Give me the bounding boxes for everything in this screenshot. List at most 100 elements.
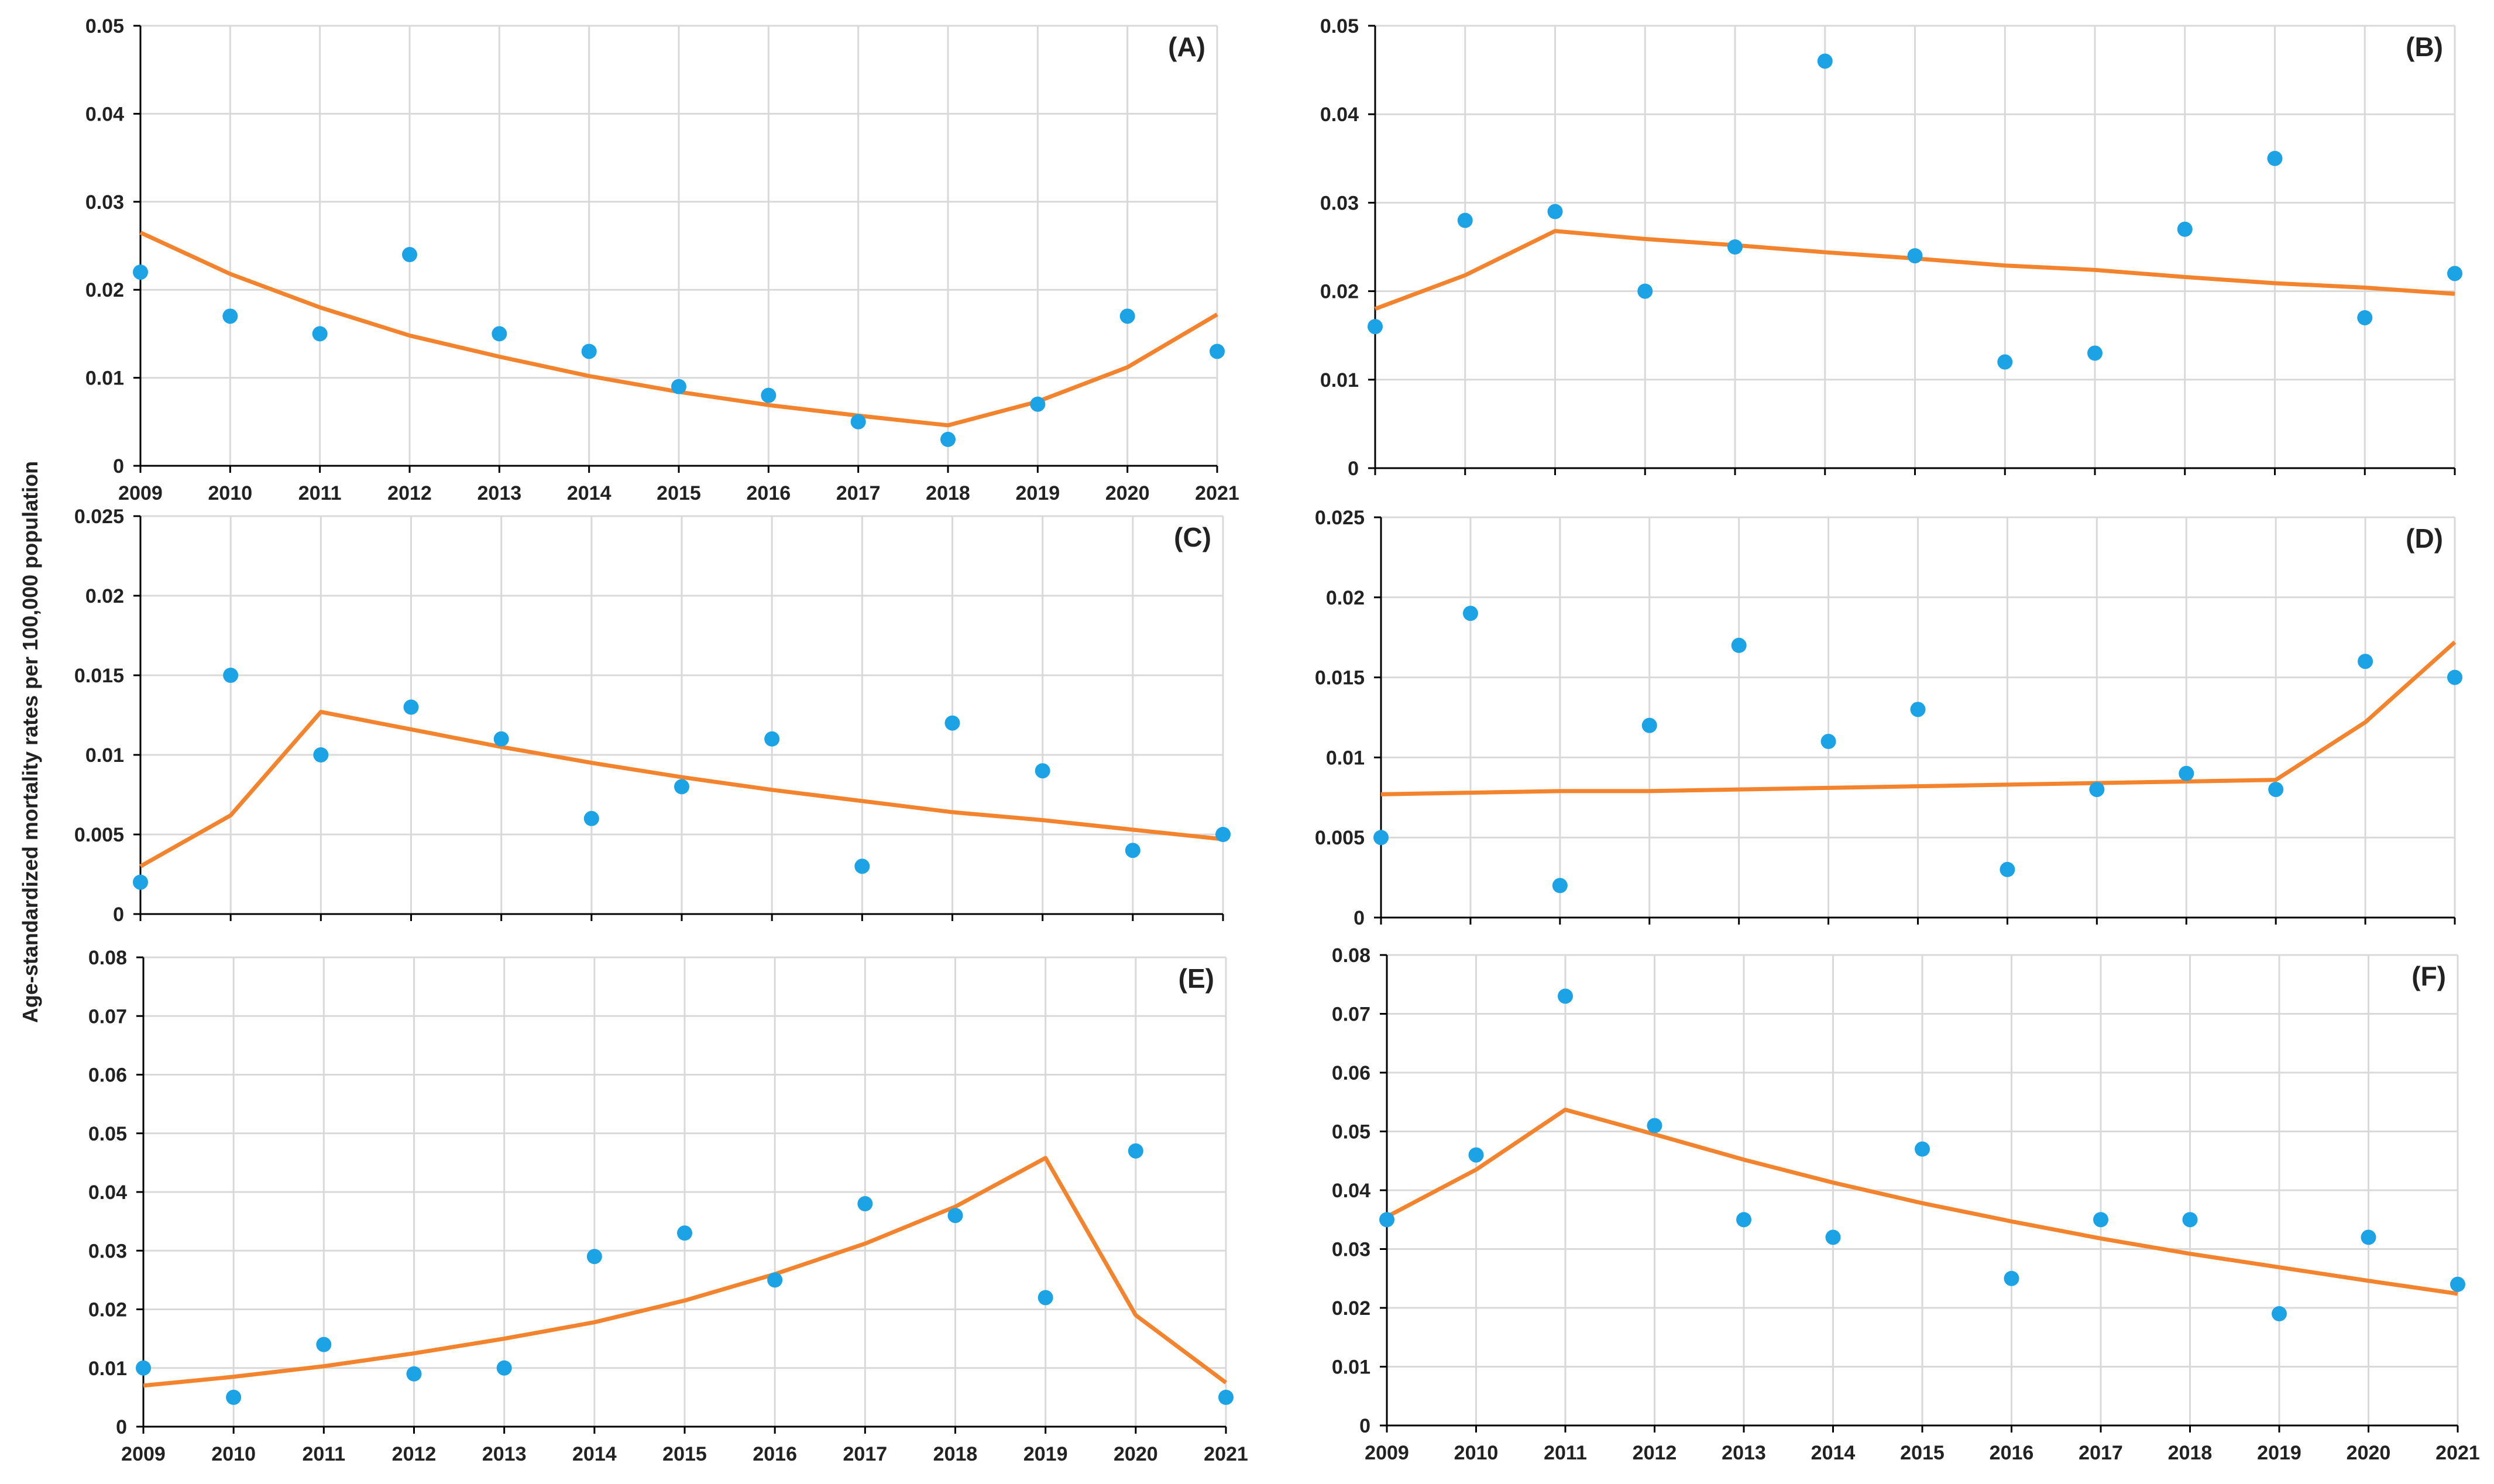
x-tick-label: 2017 [2079,1442,2123,1464]
data-point [223,668,239,683]
y-tick-label: 0.03 [1332,1239,1370,1261]
data-point [2267,150,2283,166]
data-point [222,308,238,324]
x-tick-label: 2016 [753,1443,797,1465]
fitted-line [139,710,1224,868]
data-point [1997,354,2013,370]
x-tick-label: 2021 [2435,1442,2480,1464]
x-tick-label: 2010 [1454,1442,1499,1464]
x-tick-label: 2010 [208,482,253,504]
data-point [1637,283,1653,299]
panel-f: 0 0.01 0.02 0.03 0.04 0.05 0.06 0.07 0.08 2009 201… [1332,944,2480,1464]
data-point [947,1208,963,1224]
y-tick-label: 0.04 [88,1181,127,1204]
x-tick-label: 2009 [1365,1442,1409,1464]
data-point [1727,239,1743,255]
data-point [1558,988,1573,1004]
data-point [1462,606,1478,621]
y-tick-label: 0.04 [1332,1180,1370,1202]
y-tick-label: 0.01 [1320,369,1359,391]
y-tick-label: 0 [113,904,124,926]
data-point [677,1225,692,1241]
data-point [2361,1229,2376,1245]
y-tick-label: 0.05 [1332,1121,1370,1143]
x-tick-label: 2015 [657,482,701,504]
data-point [1820,734,1836,750]
panel-label: (F) [2411,961,2446,991]
data-point [2447,266,2462,281]
data-point [1647,1118,1662,1133]
x-tick-label: 2016 [747,482,791,504]
data-point [2093,1212,2108,1228]
y-tick-label: 0.02 [85,585,124,607]
x-tick-label: 2018 [926,482,970,504]
y-tick-label: 0.01 [1326,747,1365,769]
data-point [312,326,328,342]
panel-label: (A) [1168,32,1205,62]
x-tick-label: 2009 [118,482,163,504]
data-point [761,387,777,403]
data-point [2179,765,2194,781]
data-point [1817,53,1833,69]
x-tick-label: 2021 [1204,1443,1248,1465]
data-point [1125,843,1140,858]
data-point [1736,1212,1751,1228]
data-point [2447,669,2462,685]
data-point [492,326,507,342]
panel-label: (B) [2406,32,2443,62]
data-point [1038,1290,1053,1306]
x-tick-label: 2012 [1633,1442,1677,1464]
panel-label: (D) [2406,523,2443,554]
y-tick-label: 0.08 [1332,944,1370,967]
data-point [1218,1389,1234,1405]
y-tick-label: 0.005 [1315,827,1365,849]
data-point [1910,702,1926,717]
data-point [496,1360,512,1376]
data-point [313,747,329,762]
y-tick-label: 0.03 [88,1240,127,1262]
data-point [944,715,960,731]
data-point [857,1196,873,1212]
y-tick-label: 0 [1348,458,1359,480]
data-point [2358,654,2373,669]
x-tick-label: 2019 [1016,482,1060,504]
data-point [764,731,780,747]
y-tick-label: 0.02 [88,1299,127,1321]
data-point [1379,1212,1394,1228]
x-tick-label: 2020 [2347,1442,2391,1464]
x-tick-label: 2020 [1114,1443,1158,1465]
x-tick-label: 2011 [1544,1442,1587,1464]
data-point [1468,1147,1484,1163]
panel-b: 0 0.01 0.02 0.03 0.04 0.05 (B) [1320,15,2462,480]
data-point [1915,1141,1930,1157]
y-tick-label: 0.04 [1320,104,1359,126]
y-tick-label: 0.02 [1320,281,1359,303]
x-tick-label: 2017 [843,1443,888,1465]
data-point [1547,204,1563,219]
data-point [2268,782,2284,798]
y-tick-label: 0.07 [88,1005,127,1028]
data-point [2182,1212,2198,1228]
data-point [2000,861,2015,877]
x-tick-label: 2012 [392,1443,437,1465]
x-tick-label: 2018 [2168,1442,2213,1464]
y-tick-label: 0.05 [1320,15,1359,37]
x-tick-label: 2019 [2257,1442,2301,1464]
panel-label: (C) [1174,522,1211,552]
panel-a: 0 0.01 0.02 0.03 0.04 0.05 2009 2010 2011 2012 201… [85,15,1239,504]
y-tick-label: 0.025 [1315,507,1365,529]
data-point [1373,830,1389,846]
y-tick-label: 0.04 [85,103,124,125]
data-point [493,731,509,747]
data-point [316,1337,332,1352]
data-point [1641,717,1657,733]
y-tick-label: 0.05 [88,1123,127,1145]
data-point [940,431,956,447]
data-point [854,858,870,874]
fitted-line [1386,1107,2458,1296]
y-tick-label: 0.025 [74,506,124,528]
panel-label: (E) [1179,963,1214,994]
data-point [1128,1143,1143,1159]
data-point [1119,308,1135,324]
